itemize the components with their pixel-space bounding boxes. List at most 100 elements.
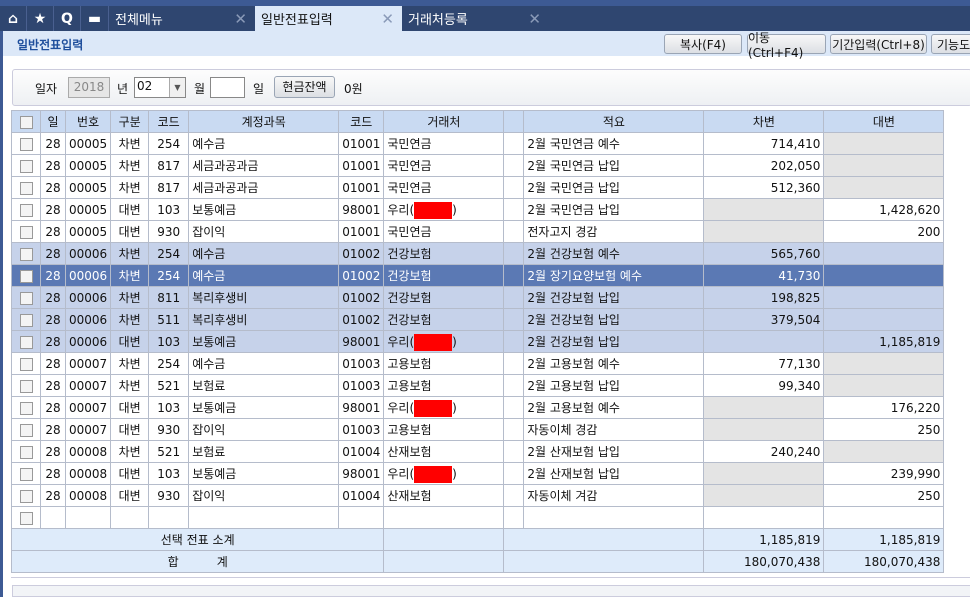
cell-credit[interactable]	[823, 176, 945, 199]
cell-client-name[interactable]: 산재보험	[383, 440, 505, 463]
cell-type[interactable]: 대변	[110, 330, 150, 353]
table-row[interactable]: 28 00005 대변 103 보통예금 98001 우리() 2월 국민연금 납입 1,428…	[11, 198, 945, 221]
cell-day[interactable]: 28	[40, 220, 66, 243]
cell-blank[interactable]	[503, 154, 525, 177]
cell-type[interactable]: 대변	[110, 484, 150, 507]
cell-account-code[interactable]: 254	[148, 264, 190, 287]
cell-number[interactable]: 00005	[64, 154, 112, 177]
row-checkbox[interactable]	[11, 264, 41, 287]
tab-general-voucher[interactable]: 일반전표입력 ✕	[255, 6, 402, 31]
cell-account-name[interactable]: 보통예금	[188, 462, 340, 485]
cell-account-code[interactable]: 254	[148, 352, 190, 375]
cell-day[interactable]: 28	[40, 484, 66, 507]
cell-description[interactable]: 2월 건강보험 납입	[523, 286, 705, 309]
cell-day[interactable]: 28	[40, 176, 66, 199]
cell-account-code[interactable]: 811	[148, 286, 190, 309]
table-row[interactable]: 28 00007 차변 254 예수금 01003 고용보험 2월 고용보험 예수 77,130	[11, 352, 945, 375]
row-checkbox[interactable]	[11, 308, 41, 331]
cell-number[interactable]: 00007	[64, 418, 112, 441]
cell-number[interactable]: 00005	[64, 220, 112, 243]
cell-type[interactable]: 차변	[110, 308, 150, 331]
cell-type[interactable]: 차변	[110, 286, 150, 309]
cell-account-code[interactable]: 103	[148, 462, 190, 485]
cell-blank[interactable]	[503, 286, 525, 309]
cell-blank[interactable]	[503, 484, 525, 507]
cell-client-name[interactable]: 고용보험	[383, 418, 505, 441]
cell-day[interactable]: 28	[40, 132, 66, 155]
cell-credit[interactable]	[823, 154, 945, 177]
cell-client-code[interactable]: 01003	[338, 374, 385, 397]
cell-description[interactable]: 2월 산재보험 납입	[523, 462, 705, 485]
cell-day[interactable]: 28	[40, 462, 66, 485]
cell-type[interactable]: 대변	[110, 418, 150, 441]
cell-debit[interactable]: 99,340	[703, 374, 825, 397]
cell-client-code[interactable]: 01001	[338, 132, 385, 155]
cell-client-code[interactable]: 01002	[338, 264, 385, 287]
table-row[interactable]: 28 00006 차변 254 예수금 01002 건강보험 2월 장기요양보험 예수 41,7…	[11, 264, 945, 287]
row-checkbox[interactable]	[11, 374, 41, 397]
row-checkbox[interactable]	[11, 396, 41, 419]
cell-number[interactable]: 00007	[64, 396, 112, 419]
cell-number[interactable]: 00006	[64, 330, 112, 353]
cell-description[interactable]: 2월 고용보험 예수	[523, 352, 705, 375]
row-checkbox[interactable]	[11, 132, 41, 155]
cell-account-code[interactable]: 103	[148, 330, 190, 353]
cell-number[interactable]: 00005	[64, 198, 112, 221]
cell-credit[interactable]	[823, 286, 945, 309]
table-row[interactable]: 28 00005 차변 817 세금과공과금 01001 국민연금 2월 국민연금 납입 202…	[11, 154, 945, 177]
year-field[interactable]: 2018	[68, 77, 110, 98]
cell-client-code[interactable]: 01004	[338, 440, 385, 463]
table-row[interactable]: 28 00005 차변 254 예수금 01001 국민연금 2월 국민연금 예수 714,41…	[11, 132, 945, 155]
cell-client-name[interactable]: 건강보험	[383, 308, 505, 331]
cell-type[interactable]: 차변	[110, 374, 150, 397]
cell-type[interactable]: 차변	[110, 132, 150, 155]
cell-credit[interactable]: 250	[823, 418, 945, 441]
cell-account-name[interactable]: 보험료	[188, 440, 340, 463]
cell-blank[interactable]	[503, 374, 525, 397]
cell-blank[interactable]	[503, 242, 525, 265]
cell-client-name[interactable]: 국민연금	[383, 220, 505, 243]
cell-type[interactable]: 차변	[110, 440, 150, 463]
row-checkbox[interactable]	[11, 440, 41, 463]
day-field[interactable]	[210, 77, 245, 98]
cell-account-name[interactable]: 보통예금	[188, 396, 340, 419]
cell-account-name[interactable]: 예수금	[188, 132, 340, 155]
cell-account-code[interactable]: 817	[148, 176, 190, 199]
cell-debit[interactable]	[703, 198, 825, 221]
move-button[interactable]: 이동(Ctrl+F4)	[747, 31, 826, 60]
cell-blank[interactable]	[503, 396, 525, 419]
cell-blank[interactable]	[503, 440, 525, 463]
cell-client-name[interactable]: 건강보험	[383, 242, 505, 265]
cell-type[interactable]: 차변	[110, 352, 150, 375]
table-row[interactable]: 28 00008 차변 521 보험료 01004 산재보험 2월 산재보험 납입 240,24…	[11, 440, 945, 463]
cell-number[interactable]: 00008	[64, 462, 112, 485]
cell-account-name[interactable]: 보통예금	[188, 330, 340, 353]
cell-account-name[interactable]: 예수금	[188, 242, 340, 265]
cell-client-name[interactable]: 국민연금	[383, 132, 505, 155]
select-all-checkbox[interactable]	[11, 110, 41, 133]
cell-client-name[interactable]: 건강보험	[383, 264, 505, 287]
cell-account-name[interactable]: 보험료	[188, 374, 340, 397]
cell-debit[interactable]	[703, 462, 825, 485]
cell-description[interactable]: 자동이체 겨감	[523, 484, 705, 507]
cell-account-code[interactable]: 521	[148, 374, 190, 397]
cell-number[interactable]: 00006	[64, 286, 112, 309]
cell-number[interactable]: 00006	[64, 308, 112, 331]
cell-blank[interactable]	[503, 352, 525, 375]
close-icon[interactable]: ✕	[528, 9, 541, 28]
cell-description[interactable]: 2월 장기요양보험 예수	[523, 264, 705, 287]
cell-account-code[interactable]: 254	[148, 242, 190, 265]
tab-all-menu[interactable]: 전체메뉴 ✕	[115, 9, 247, 29]
cell-client-code[interactable]: 01003	[338, 418, 385, 441]
cell-number[interactable]: 00008	[64, 484, 112, 507]
cell-debit[interactable]	[703, 396, 825, 419]
row-checkbox[interactable]	[11, 286, 41, 309]
row-checkbox[interactable]	[11, 484, 41, 507]
cell-debit[interactable]	[703, 330, 825, 353]
cell-credit[interactable]: 239,990	[823, 462, 945, 485]
cell-number[interactable]: 00005	[64, 132, 112, 155]
table-row[interactable]: 28 00007 대변 103 보통예금 98001 우리() 2월 고용보험 예수 176,2…	[11, 396, 945, 419]
cell-type[interactable]: 대변	[110, 220, 150, 243]
cell-type[interactable]: 대변	[110, 462, 150, 485]
cell-day[interactable]: 28	[40, 440, 66, 463]
